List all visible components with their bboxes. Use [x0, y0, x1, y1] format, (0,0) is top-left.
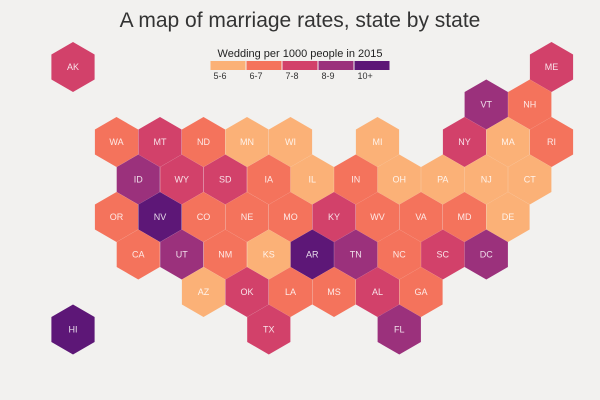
- legend-swatch-7-8: [282, 61, 318, 70]
- state-hex-shape-in: [334, 154, 378, 205]
- state-hex-shape-ma: [486, 117, 530, 167]
- state-hex-shape-nv: [138, 192, 182, 242]
- state-hex-shape-il: [290, 154, 334, 205]
- state-hex-shape-nc: [377, 229, 421, 280]
- state-hex-shape-ks: [247, 229, 291, 280]
- state-hex-shape-tn: [334, 229, 378, 280]
- state-hex-shape-nj: [464, 154, 508, 205]
- legend-label-8-9: 8-9: [322, 71, 335, 81]
- state-hex-shape-mt: [138, 117, 182, 167]
- state-hex-shape-ri: [529, 117, 574, 167]
- legend-items: 5-6 6-7 7-8 8-9 10+: [210, 61, 390, 81]
- state-hex-shape-ca: [116, 229, 160, 280]
- state-hex-shape-tx: [247, 304, 291, 355]
- legend-label-7-8: 7-8: [286, 71, 299, 81]
- state-hex-shape-nh: [508, 79, 552, 130]
- state-hex-shape-wa: [94, 117, 139, 167]
- legend: Wedding per 1000 people in 2015 5-6 6-7 7-…: [210, 48, 390, 81]
- state-hex-shape-or: [94, 192, 139, 242]
- state-hex-shape-wi: [268, 117, 313, 167]
- state-hex-shape-ga: [399, 267, 443, 317]
- state-hex-shape-al: [355, 267, 400, 317]
- state-hex-ak: AK: [51, 42, 95, 92]
- state-hex-shape-oh: [377, 154, 421, 205]
- state-hex-shape-hi: [51, 304, 95, 355]
- legend-swatch-8-9: [318, 61, 354, 70]
- state-hex-shape-dc: [464, 229, 508, 280]
- state-hex-shape-nm: [203, 229, 247, 280]
- state-hex-shape-ct: [508, 154, 552, 205]
- legend-swatch-5-6: [210, 61, 246, 70]
- state-hex-shape-mn: [225, 117, 269, 167]
- state-hex-shape-sd: [203, 154, 247, 205]
- state-hex-shape-md: [442, 192, 487, 242]
- state-hex-hi: HI: [51, 304, 95, 355]
- state-hex-shape-wv: [355, 192, 400, 242]
- legend-label-6-7: 6-7: [250, 71, 263, 81]
- state-hex-shape-ne: [225, 192, 269, 242]
- state-hex-shape-la: [268, 267, 313, 317]
- state-hex-shape-nd: [181, 117, 226, 167]
- state-hex-shape-ny: [442, 117, 487, 167]
- legend-swatch-10+: [354, 61, 390, 70]
- state-hex-shape-me: [529, 42, 574, 92]
- state-hex-shape-fl: [377, 304, 421, 355]
- legend-title: Wedding per 1000 people in 2015: [218, 48, 383, 60]
- state-hex-shape-sc: [421, 229, 465, 280]
- state-hex-shape-co: [181, 192, 226, 242]
- state-hex-shape-mo: [268, 192, 313, 242]
- state-hex-shape-ar: [290, 229, 334, 280]
- state-hex-shape-mi: [355, 117, 400, 167]
- state-hex-shape-va: [399, 192, 443, 242]
- state-hex-shape-ut: [160, 229, 204, 280]
- state-hex-shape-wy: [160, 154, 204, 205]
- state-hex-shape-ia: [247, 154, 291, 205]
- state-hex-shape-pa: [421, 154, 465, 205]
- state-hex-shape-de: [486, 192, 530, 242]
- map-title: A map of marriage rates, state by state: [120, 9, 481, 32]
- state-hex-shape-vt: [464, 79, 508, 130]
- state-hex-shape-id: [116, 154, 160, 205]
- state-hex-shape-ok: [225, 267, 269, 317]
- legend-label-5-6: 5-6: [214, 71, 227, 81]
- state-hex-shape-az: [181, 267, 226, 317]
- legend-label-10+: 10+: [358, 71, 373, 81]
- state-hex-shape-ms: [312, 267, 356, 317]
- state-hex-shape-ky: [312, 192, 356, 242]
- state-hex-shape-ak: [51, 42, 95, 92]
- legend-swatch-6-7: [246, 61, 282, 70]
